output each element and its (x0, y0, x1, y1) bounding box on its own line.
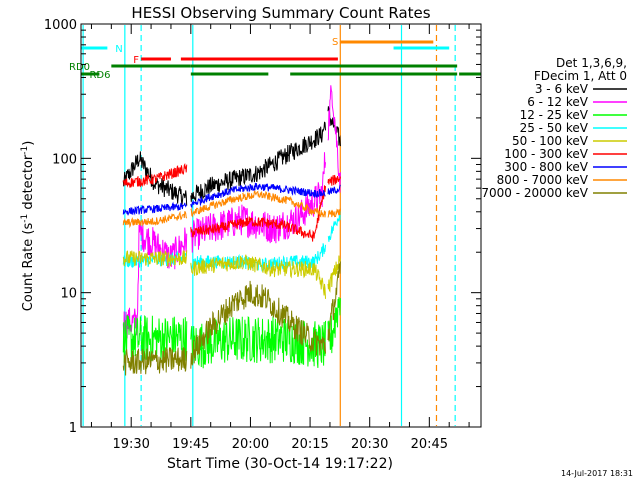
y-axis-label-end: ) (21, 141, 36, 146)
series-line (190, 194, 243, 218)
y-tick-label: 1 (69, 421, 77, 436)
x-axis-ticks: 19:30 19:45 20:00 20:15 20:30 20:45 (90, 24, 470, 452)
series-line (122, 210, 188, 229)
series-line (122, 163, 188, 188)
y-axis-ticks: 1 10 100 1000 (44, 18, 481, 436)
legend-entry-label: 800 - 7000 keV (497, 173, 589, 187)
series-line (190, 255, 243, 276)
series-line (190, 289, 243, 369)
series-line (190, 185, 243, 209)
legend-entry-label: 6 - 12 keV (527, 95, 589, 109)
series-line (122, 250, 188, 267)
legend: Det 1,3,6,9, FDecim 1, Att 0 3 - 6 keV6 … (481, 56, 627, 200)
legend-header-1: Det 1,3,6,9, (556, 56, 627, 70)
legend-entry-label: 25 - 50 keV (520, 121, 589, 135)
series-line (190, 316, 243, 369)
flag-label-f: F (133, 55, 139, 66)
legend-entry-label: 300 - 800 keV (504, 160, 588, 174)
series-line (327, 208, 341, 218)
timestamp: 14-Jul-2017 18:31 (561, 469, 633, 478)
series-line (122, 201, 188, 216)
legend-entry-label: 12 - 25 keV (520, 108, 589, 122)
series-line (327, 297, 341, 354)
x-tick-label: 19:45 (172, 437, 209, 452)
y-axis-label: Count Rate (s-1 detector-1) (20, 141, 36, 312)
series-lines (122, 85, 341, 376)
series-line (242, 185, 326, 242)
y-axis-label-sup1: -1 (20, 214, 30, 223)
series-line (242, 121, 326, 186)
x-tick-label: 20:00 (232, 437, 269, 452)
flag-label-rd6: RD6 (89, 70, 110, 81)
series-line (242, 254, 326, 299)
flag-label-n: N (115, 44, 122, 55)
series-line (327, 255, 341, 293)
y-tick-label: 1000 (44, 18, 77, 33)
y-axis-label-main: Count Rate (s (21, 223, 36, 312)
series-line (242, 280, 326, 356)
y-axis-label-mid: detector (21, 154, 36, 214)
series-line (122, 151, 188, 206)
legend-entry-label: 3 - 6 keV (535, 82, 589, 96)
series-line (242, 316, 326, 368)
series-line (327, 184, 341, 195)
series-line (242, 243, 326, 272)
series-line (327, 174, 341, 186)
chart-title: HESSI Observing Summary Count Rates (131, 4, 430, 22)
x-tick-label: 20:15 (291, 437, 328, 452)
series-line (122, 347, 188, 376)
y-tick-label: 100 (52, 152, 77, 167)
x-tick-label: 19:30 (112, 437, 149, 452)
series-line (242, 190, 326, 218)
legend-entry-label: 7000 - 20000 keV (481, 186, 588, 200)
legend-entry-label: 100 - 300 keV (504, 147, 588, 161)
series-line (242, 182, 326, 199)
flag-label-rd0: RD0 (69, 62, 90, 73)
series-line (122, 315, 188, 363)
y-axis-label-sup2: -1 (20, 146, 30, 155)
plot-frame (80, 23, 482, 428)
x-tick-label: 20:30 (351, 437, 388, 452)
series-line (190, 204, 243, 253)
series-line (190, 218, 243, 238)
legend-header-2: FDecim 1, Att 0 (534, 69, 627, 83)
series-line (327, 211, 341, 242)
series-line (327, 85, 341, 193)
series-line (122, 220, 188, 339)
series-line (242, 152, 326, 244)
y-tick-label: 10 (60, 287, 77, 302)
legend-entry-label: 50 - 100 keV (512, 134, 589, 148)
x-tick-label: 20:45 (411, 437, 448, 452)
x-axis-label: Start Time (30-Oct-14 19:17:22) (167, 456, 393, 472)
series-line (327, 261, 341, 342)
series-line (190, 169, 243, 202)
flag-label-s: S (332, 37, 338, 48)
